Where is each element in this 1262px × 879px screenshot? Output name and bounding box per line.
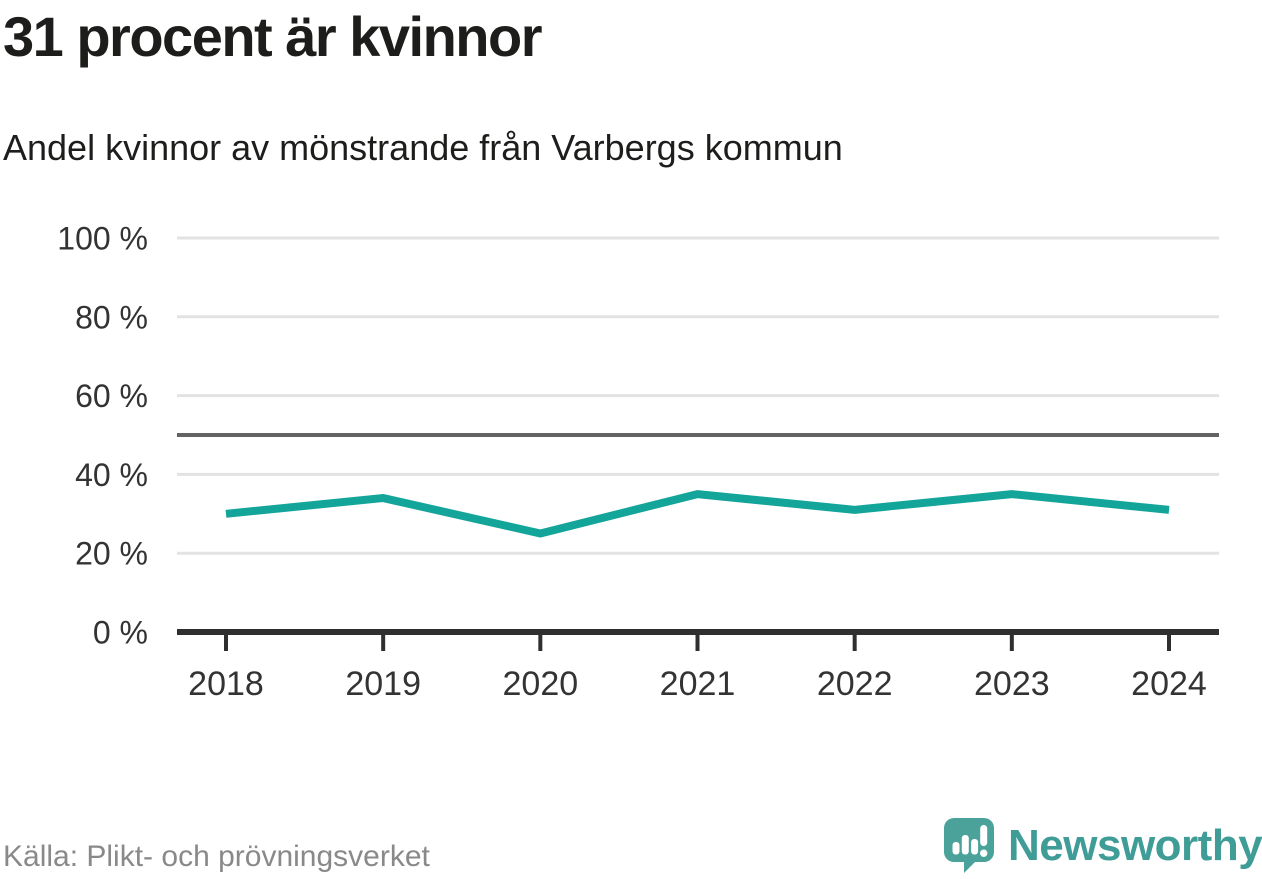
line-chart: 0 % 20 % 40 % 60 % 80 % 100 % 2018 2019 2020 2021… xyxy=(57,221,1219,703)
x-tick-label: 2020 xyxy=(503,665,579,703)
source-note: Källa: Plikt- och prövningsverket xyxy=(3,840,430,873)
data-line xyxy=(225,490,1170,538)
y-tick-label: 60 % xyxy=(75,378,148,414)
y-tick-label: 40 % xyxy=(75,457,148,493)
y-tick-label: 80 % xyxy=(75,299,148,335)
x-tick-label: 2019 xyxy=(345,665,421,703)
chart-subtitle: Andel kvinnor av mönstrande från Varberg… xyxy=(3,127,843,168)
x-tick-label: 2023 xyxy=(974,665,1050,703)
newsworthy-wordmark: Newsworthy xyxy=(1008,821,1262,870)
x-tick-label: 2022 xyxy=(817,665,893,703)
newsworthy-logo-icon xyxy=(944,818,994,873)
x-tick-label: 2018 xyxy=(188,665,264,703)
chart-area: 0 % 20 % 40 % 60 % 80 % 100 % 2018 2019 2020 2021… xyxy=(0,200,1262,720)
y-tick-label: 20 % xyxy=(75,536,148,572)
newsworthy-logo: Newsworthy xyxy=(943,816,1262,876)
y-tick-label: 0 % xyxy=(93,615,148,651)
page-title: 31 procent är kvinnor xyxy=(3,5,543,68)
y-tick-label: 100 % xyxy=(57,221,148,257)
x-tick-label: 2024 xyxy=(1131,665,1207,703)
x-tick-label: 2021 xyxy=(660,665,736,703)
